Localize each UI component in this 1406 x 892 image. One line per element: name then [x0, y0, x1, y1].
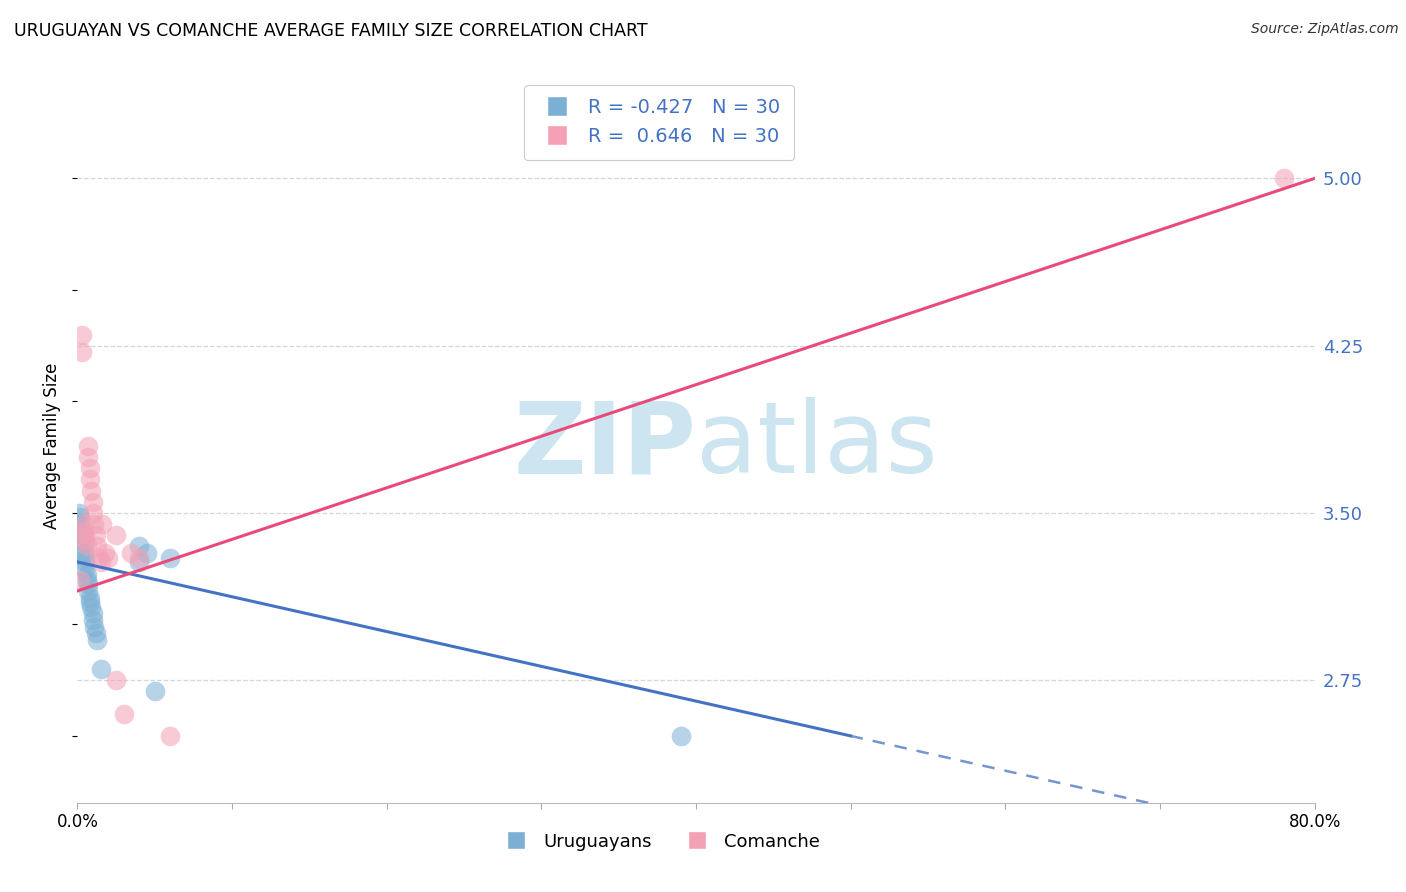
Point — [75, 533, 96, 547]
Point — [77, 584, 100, 599]
Point — [136, 546, 159, 560]
Point — [79, 461, 101, 475]
Point — [77, 450, 100, 465]
Text: ZIP: ZIP — [513, 398, 696, 494]
Legend: Uruguayans, Comanche: Uruguayans, Comanche — [491, 826, 827, 858]
Point — [77, 439, 100, 453]
Point — [70, 327, 93, 342]
Point — [90, 662, 112, 676]
Point — [79, 595, 101, 609]
Point — [72, 546, 94, 560]
Point — [128, 539, 150, 553]
Point — [70, 345, 93, 359]
Point — [70, 533, 93, 547]
Point — [69, 517, 91, 532]
Point — [82, 607, 104, 621]
Point — [82, 494, 104, 508]
Text: atlas: atlas — [696, 398, 938, 494]
Point — [121, 546, 143, 560]
Point — [75, 528, 96, 542]
Point — [128, 555, 150, 569]
Point — [75, 562, 96, 576]
Point — [159, 729, 181, 743]
Point — [69, 573, 91, 587]
Point — [69, 510, 91, 524]
Point — [84, 528, 107, 542]
Point — [94, 546, 117, 560]
Point — [97, 550, 120, 565]
Point — [76, 568, 98, 582]
Point — [79, 591, 101, 605]
Point — [86, 633, 108, 648]
Point — [76, 539, 98, 553]
Point — [70, 524, 93, 538]
Point — [80, 483, 103, 498]
Point — [1272, 171, 1295, 186]
Point — [75, 555, 96, 569]
Point — [143, 684, 166, 698]
Point — [72, 517, 94, 532]
Text: Source: ZipAtlas.com: Source: ZipAtlas.com — [1251, 22, 1399, 37]
Point — [105, 673, 128, 688]
Point — [76, 573, 98, 587]
Point — [669, 729, 692, 743]
Point — [83, 517, 105, 532]
Point — [91, 517, 114, 532]
Point — [79, 473, 101, 487]
Point — [77, 577, 100, 591]
Point — [72, 539, 94, 553]
Point — [70, 528, 93, 542]
Point — [82, 506, 104, 520]
Point — [83, 619, 105, 633]
Point — [112, 706, 135, 721]
Point — [159, 550, 181, 565]
Point — [128, 550, 150, 565]
Point — [67, 506, 90, 520]
Text: URUGUAYAN VS COMANCHE AVERAGE FAMILY SIZE CORRELATION CHART: URUGUAYAN VS COMANCHE AVERAGE FAMILY SIZ… — [14, 22, 648, 40]
Point — [82, 613, 104, 627]
Point — [87, 550, 110, 565]
Point — [90, 555, 112, 569]
Point — [105, 528, 128, 542]
Point — [72, 524, 94, 538]
Y-axis label: Average Family Size: Average Family Size — [44, 363, 62, 529]
Point — [75, 550, 96, 565]
Point — [84, 626, 107, 640]
Point — [80, 599, 103, 614]
Point — [86, 539, 108, 553]
